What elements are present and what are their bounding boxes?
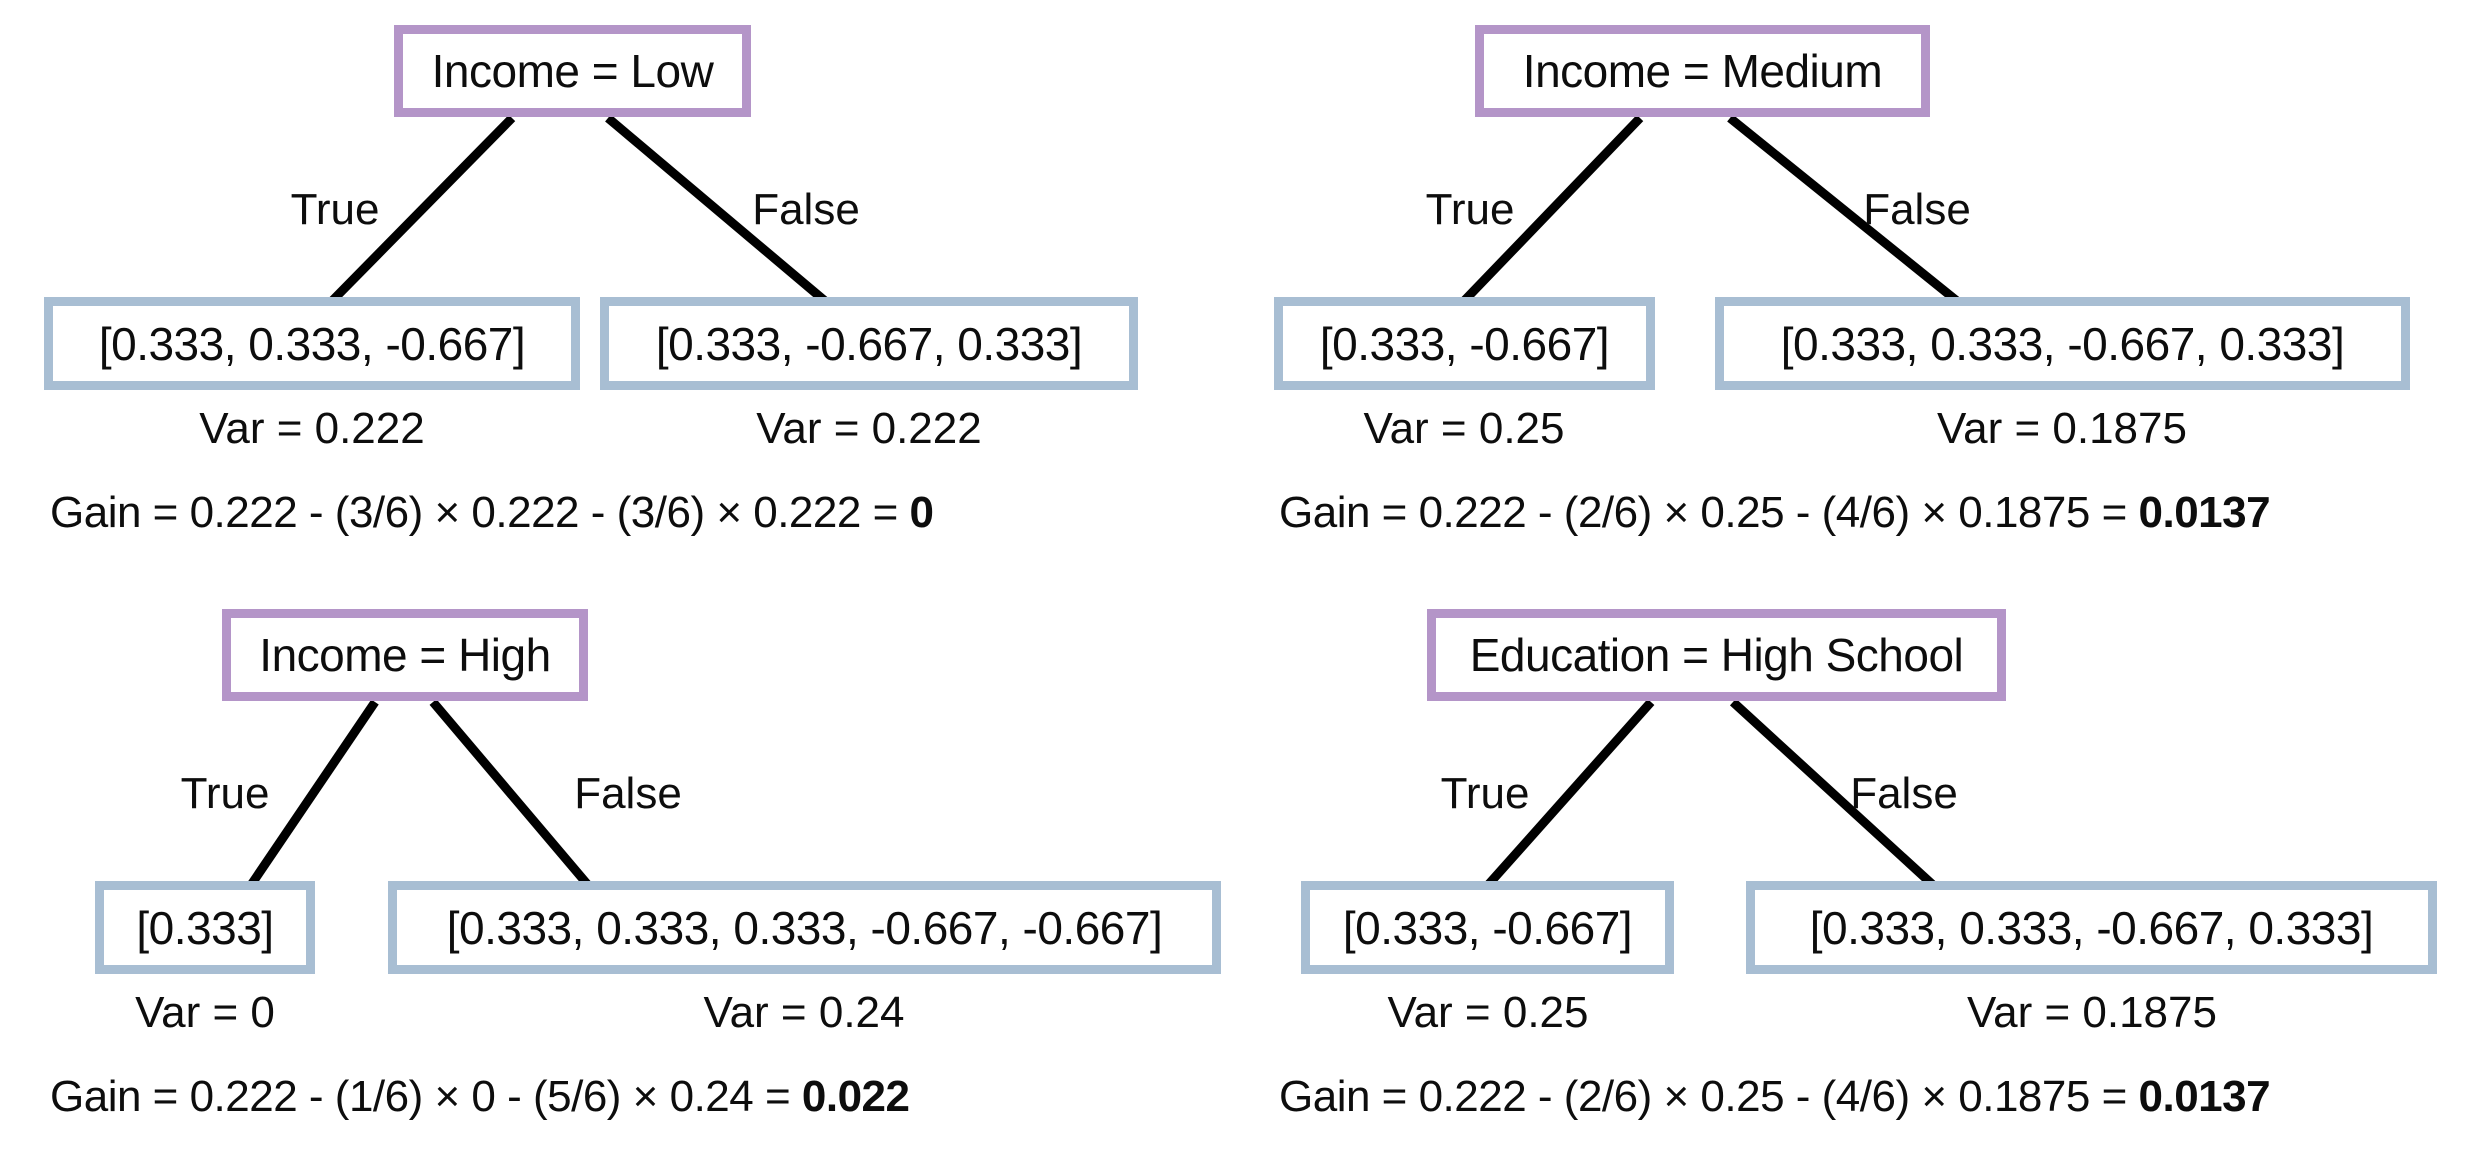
gain-result: 0.0137 — [2138, 488, 2271, 537]
leaf-node-right: [0.333, 0.333, -0.667, 0.333] — [1715, 297, 2410, 390]
var-label-right: Var = 0.24 — [703, 988, 905, 1037]
false-edge-label: False — [752, 185, 860, 234]
true-edge-label: True — [180, 769, 270, 818]
leaf-node-left: [0.333, -0.667] — [1274, 297, 1655, 390]
var-label-right: Var = 0.222 — [756, 404, 982, 453]
gain-result: 0 — [909, 488, 934, 537]
gain-formula: Gain = 0.222 - (2/6) × 0.25 - (4/6) × 0.… — [1279, 488, 2271, 538]
false-edge-label: False — [1850, 769, 1958, 818]
leaf-node-left: [0.333] — [95, 881, 315, 974]
gain-expression: Gain = 0.222 - (1/6) × 0 - (5/6) × 0.24 … — [50, 1072, 791, 1121]
root-node: Income = High — [222, 609, 588, 701]
root-node: Education = High School — [1427, 609, 2006, 701]
gain-expression: Gain = 0.222 - (2/6) × 0.25 - (4/6) × 0.… — [1279, 1072, 2127, 1121]
gain-formula: Gain = 0.222 - (3/6) × 0.222 - (3/6) × 0… — [50, 488, 934, 538]
var-label-right: Var = 0.1875 — [1967, 988, 2217, 1037]
var-label-left: Var = 0.222 — [199, 404, 425, 453]
gain-expression: Gain = 0.222 - (3/6) × 0.222 - (3/6) × 0… — [50, 488, 898, 537]
gain-result: 0.0137 — [2138, 1072, 2271, 1121]
tree-education-high-school: Education = High School True False [0.33… — [1239, 584, 2478, 1168]
true-edge-line — [247, 699, 379, 888]
gain-expression: Gain = 0.222 - (2/6) × 0.25 - (4/6) × 0.… — [1279, 488, 2127, 537]
leaf-node-right: [0.333, 0.333, -0.667, 0.333] — [1746, 881, 2437, 974]
tree-income-low: Income = Low True False [0.333, 0.333, -… — [0, 0, 1239, 584]
leaf-node-left: [0.333, 0.333, -0.667] — [44, 297, 580, 390]
gain-formula: Gain = 0.222 - (1/6) × 0 - (5/6) × 0.24 … — [50, 1072, 910, 1122]
false-edge-label: False — [1863, 185, 1971, 234]
leaf-node-right: [0.333, 0.333, 0.333, -0.667, -0.667] — [388, 881, 1221, 974]
root-node: Income = Low — [394, 25, 751, 117]
false-edge-line — [429, 699, 592, 888]
tree-income-high: Income = High True False [0.333] [0.333,… — [0, 584, 1239, 1168]
leaf-node-right: [0.333, -0.667, 0.333] — [600, 297, 1138, 390]
gain-formula: Gain = 0.222 - (2/6) × 0.25 - (4/6) × 0.… — [1279, 1072, 2271, 1122]
var-label-left: Var = 0 — [135, 988, 275, 1037]
tree-income-medium: Income = Medium True False [0.333, -0.66… — [1239, 0, 2478, 584]
true-edge-label: True — [290, 185, 380, 234]
leaf-node-left: [0.333, -0.667] — [1301, 881, 1674, 974]
true-edge-label: True — [1425, 185, 1515, 234]
var-label-left: Var = 0.25 — [1387, 988, 1589, 1037]
gain-result: 0.022 — [801, 1072, 910, 1121]
var-label-left: Var = 0.25 — [1363, 404, 1565, 453]
false-edge-label: False — [574, 769, 682, 818]
true-edge-label: True — [1440, 769, 1530, 818]
var-label-right: Var = 0.1875 — [1937, 404, 2187, 453]
root-node: Income = Medium — [1475, 25, 1930, 117]
